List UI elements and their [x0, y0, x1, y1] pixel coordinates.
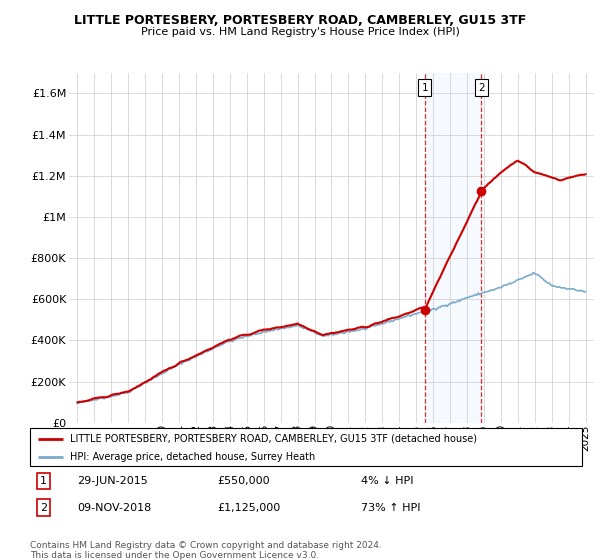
Text: 1: 1 — [40, 477, 47, 487]
Text: LITTLE PORTESBERY, PORTESBERY ROAD, CAMBERLEY, GU15 3TF (detached house): LITTLE PORTESBERY, PORTESBERY ROAD, CAMB… — [70, 433, 477, 444]
Text: 2: 2 — [478, 82, 485, 92]
Text: £1,125,000: £1,125,000 — [218, 502, 281, 512]
Text: 73% ↑ HPI: 73% ↑ HPI — [361, 502, 421, 512]
Text: 29-JUN-2015: 29-JUN-2015 — [77, 477, 148, 487]
Text: 1: 1 — [421, 82, 428, 92]
Text: HPI: Average price, detached house, Surrey Heath: HPI: Average price, detached house, Surr… — [70, 452, 315, 462]
Text: 2: 2 — [40, 502, 47, 512]
Text: 09-NOV-2018: 09-NOV-2018 — [77, 502, 151, 512]
Text: 4% ↓ HPI: 4% ↓ HPI — [361, 477, 414, 487]
Bar — [425, 73, 481, 423]
Text: LITTLE PORTESBERY, PORTESBERY ROAD, CAMBERLEY, GU15 3TF: LITTLE PORTESBERY, PORTESBERY ROAD, CAMB… — [74, 14, 526, 27]
Text: Price paid vs. HM Land Registry's House Price Index (HPI): Price paid vs. HM Land Registry's House … — [140, 27, 460, 37]
Text: Contains HM Land Registry data © Crown copyright and database right 2024.
This d: Contains HM Land Registry data © Crown c… — [30, 540, 382, 560]
Text: £550,000: £550,000 — [218, 477, 271, 487]
